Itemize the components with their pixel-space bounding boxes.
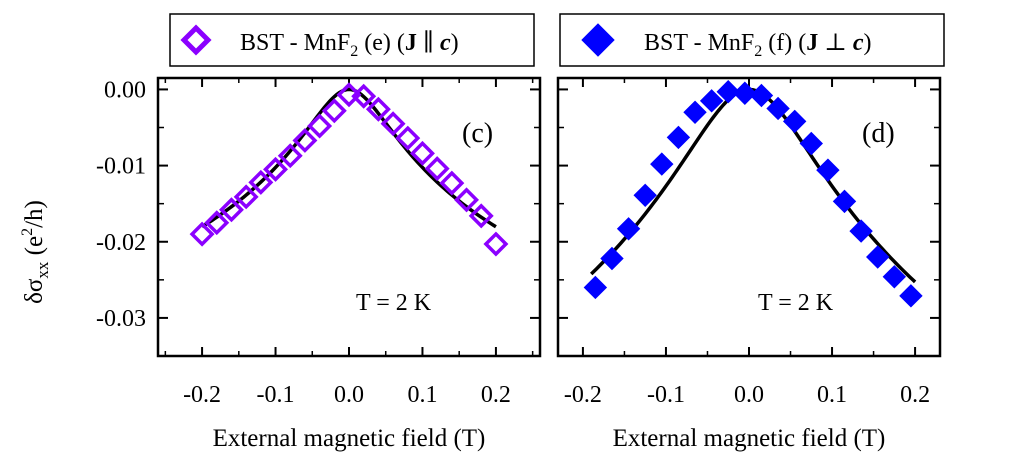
data-point <box>292 127 318 153</box>
x-tick-label: -0.2 <box>183 382 221 408</box>
data-point <box>189 221 215 247</box>
data-point <box>866 245 890 269</box>
data-point <box>633 183 657 208</box>
y-tick-label: -0.02 <box>96 230 146 256</box>
data-point <box>336 82 362 108</box>
x-tick-label: 0.1 <box>817 382 847 408</box>
data-point <box>248 169 274 195</box>
panel-d-xtick-labels: -0.2 -0.1 0.0 0.1 0.2 <box>564 382 930 408</box>
legend-c-label: BST - MnF2 (e) (J ∥ c) <box>240 30 459 60</box>
data-point <box>849 219 873 243</box>
data-point <box>832 189 857 214</box>
data-point <box>468 203 494 229</box>
legend-d-frame <box>559 13 945 67</box>
panel-d: (d) T = 2 K -0.2 -0.1 0.0 0.1 0.2 External m… <box>556 76 942 452</box>
data-point <box>321 98 347 124</box>
panel-d-xlabel: External magnetic field (T) <box>613 425 886 452</box>
panel-c-points <box>189 82 509 257</box>
data-point <box>218 197 244 223</box>
panel-c-xlabel: External magnetic field (T) <box>213 425 486 452</box>
panel-d-ticks <box>558 78 940 357</box>
data-point <box>816 158 840 182</box>
data-point <box>782 109 807 134</box>
panel-c-xtick-labels: -0.2 -0.1 0.0 0.1 0.2 <box>183 382 511 408</box>
data-point <box>233 184 259 210</box>
x-tick-label: -0.1 <box>257 382 295 408</box>
x-tick-label: 0.0 <box>734 382 764 408</box>
panel-d-label: (d) <box>862 118 895 149</box>
data-point <box>365 96 391 122</box>
data-point <box>683 100 707 124</box>
data-point <box>749 83 774 108</box>
panel-d-points <box>583 80 923 308</box>
y-axis-label: δσxx (e2/h) <box>19 200 52 304</box>
panel-c-frame <box>156 76 542 358</box>
data-point <box>716 80 740 104</box>
data-point <box>424 156 450 182</box>
y-tick-label: -0.01 <box>96 154 146 180</box>
x-tick-label: 0.2 <box>900 382 930 408</box>
data-point <box>583 275 608 300</box>
x-tick-label: 0.2 <box>481 382 511 408</box>
data-point <box>277 143 303 169</box>
data-point <box>616 217 641 241</box>
data-point <box>307 113 333 139</box>
panel-c-label: (c) <box>462 118 493 149</box>
panel-c: (c) T = 2 K -0.2 -0.1 0.0 0.1 0.2 0.00 -0.01 -… <box>96 76 542 452</box>
data-point <box>380 111 406 137</box>
data-point <box>454 187 480 213</box>
data-point <box>899 284 923 308</box>
data-point <box>666 125 691 150</box>
data-point <box>766 96 790 121</box>
legend-d: BST - MnF2 (f) (J ⊥ c) <box>559 13 945 67</box>
data-point <box>600 246 624 271</box>
panel-d-annotation: T = 2 K <box>758 290 834 316</box>
data-point <box>395 125 421 151</box>
panel-d-frame <box>556 76 942 358</box>
panel-c-annotation: T = 2 K <box>356 290 432 316</box>
data-point <box>699 89 724 113</box>
data-point <box>204 210 230 236</box>
legend-c-frame <box>169 13 535 67</box>
data-point <box>799 131 823 156</box>
x-tick-label: 0.0 <box>334 382 364 408</box>
data-point <box>650 152 674 176</box>
x-tick-label: -0.2 <box>564 382 602 408</box>
data-point <box>882 265 907 289</box>
y-tick-label: 0.00 <box>104 77 146 103</box>
data-point <box>439 170 465 196</box>
legend-c-marker-icon <box>180 24 212 56</box>
legend-c: BST - MnF2 (e) (J ∥ c) <box>169 13 535 67</box>
data-point <box>733 81 757 105</box>
y-tick-label: -0.03 <box>96 306 146 332</box>
data-point <box>409 140 435 166</box>
x-tick-label: 0.1 <box>407 382 437 408</box>
panel-c-ytick-labels: 0.00 -0.01 -0.02 -0.03 <box>96 77 146 331</box>
legend-d-label: BST - MnF2 (f) (J ⊥ c) <box>644 30 871 60</box>
legend-d-marker-icon <box>581 23 615 57</box>
x-tick-label: -0.1 <box>647 382 685 408</box>
data-point <box>263 156 289 182</box>
data-point <box>351 83 377 109</box>
data-point <box>483 231 509 257</box>
